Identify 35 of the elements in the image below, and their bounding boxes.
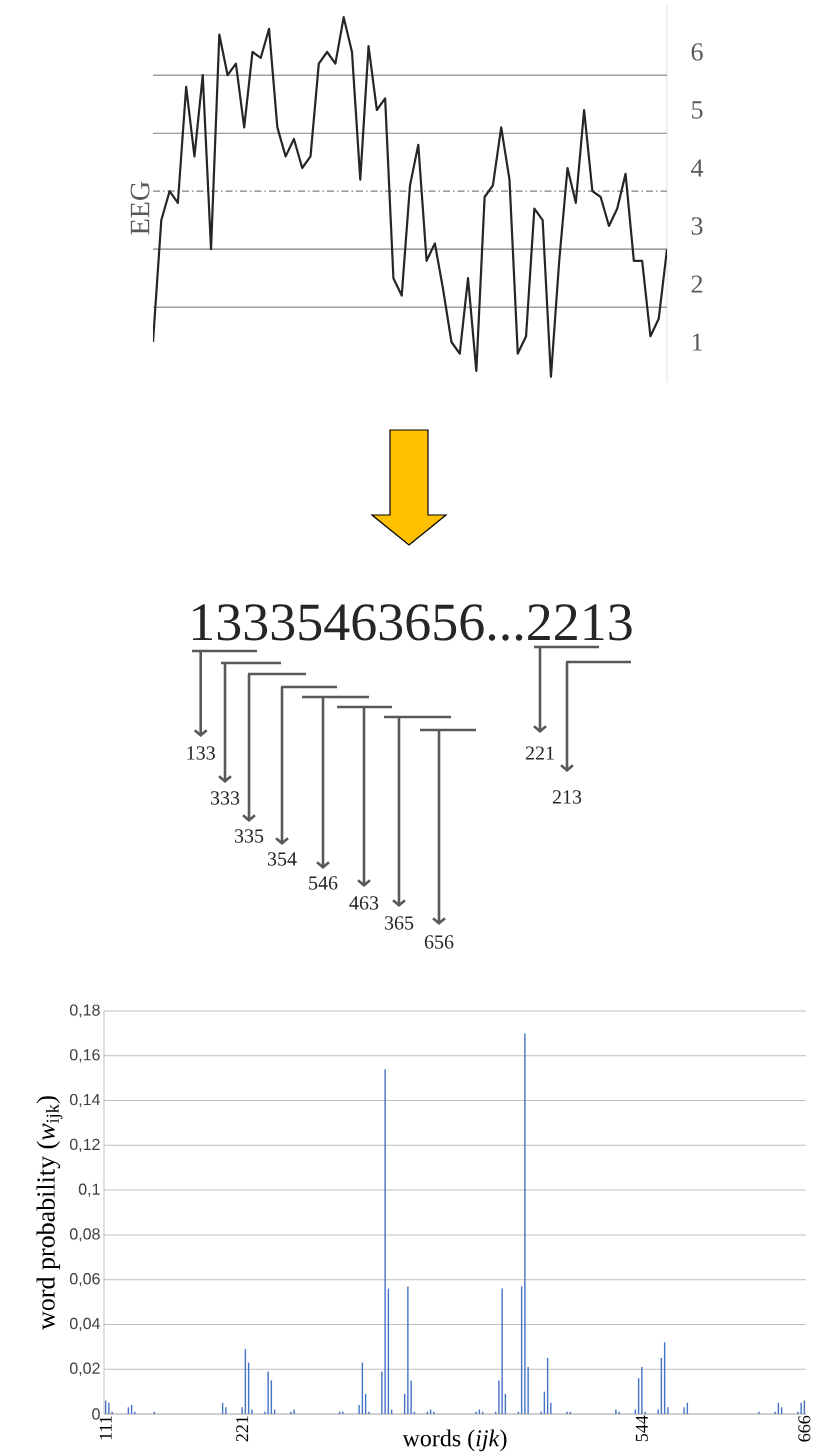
- category-label: 463: [349, 896, 379, 910]
- text: 13335463656...2213: [193, 604, 632, 641]
- category-label: 354: [267, 852, 297, 866]
- y-tick-label: 4: [691, 159, 704, 177]
- y-axis-title: EEG: [130, 181, 150, 235]
- category-label: 335: [234, 829, 264, 843]
- category-label: 221: [525, 746, 554, 760]
- y-tick-label: 5: [692, 101, 703, 119]
- y-tick-label: 0,04: [69, 1317, 100, 1332]
- category-label: 546: [309, 876, 338, 890]
- x-tick-label: 111: [99, 1416, 112, 1440]
- x-tick-label: 666: [798, 1415, 811, 1442]
- category-label: 333: [210, 791, 240, 805]
- y-tick-label: 6: [691, 43, 703, 61]
- category-label: 213: [552, 790, 582, 804]
- y-tick-label: 3: [691, 217, 703, 235]
- x-axis-title: words (ijk): [402, 1429, 507, 1452]
- y-tick-label: 2: [691, 275, 703, 293]
- category-label: 365: [384, 916, 414, 930]
- y-tick-label: 0,06: [69, 1273, 100, 1287]
- y-tick-label: 0,14: [69, 1093, 100, 1108]
- y-tick-label: 0,1: [78, 1183, 100, 1197]
- line-series: [153, 16, 667, 378]
- category-label: 656: [424, 935, 454, 949]
- category-label: 133: [187, 746, 215, 760]
- y-tick-label: 0,18: [69, 1004, 100, 1018]
- x-tick-label: 221: [236, 1416, 249, 1442]
- y-tick-label: 0: [92, 1408, 100, 1420]
- x-tick-label: 544: [635, 1415, 648, 1442]
- y-tick-label: 0,08: [69, 1228, 100, 1242]
- y-tick-label: 0,02: [69, 1362, 100, 1376]
- y-tick-label: 0,12: [69, 1138, 100, 1152]
- y-tick-label: 0,16: [69, 1049, 100, 1063]
- y-tick-label: 1: [692, 333, 702, 351]
- y-axis-title: word probability (w$_{ijk}$): [36, 1096, 63, 1330]
